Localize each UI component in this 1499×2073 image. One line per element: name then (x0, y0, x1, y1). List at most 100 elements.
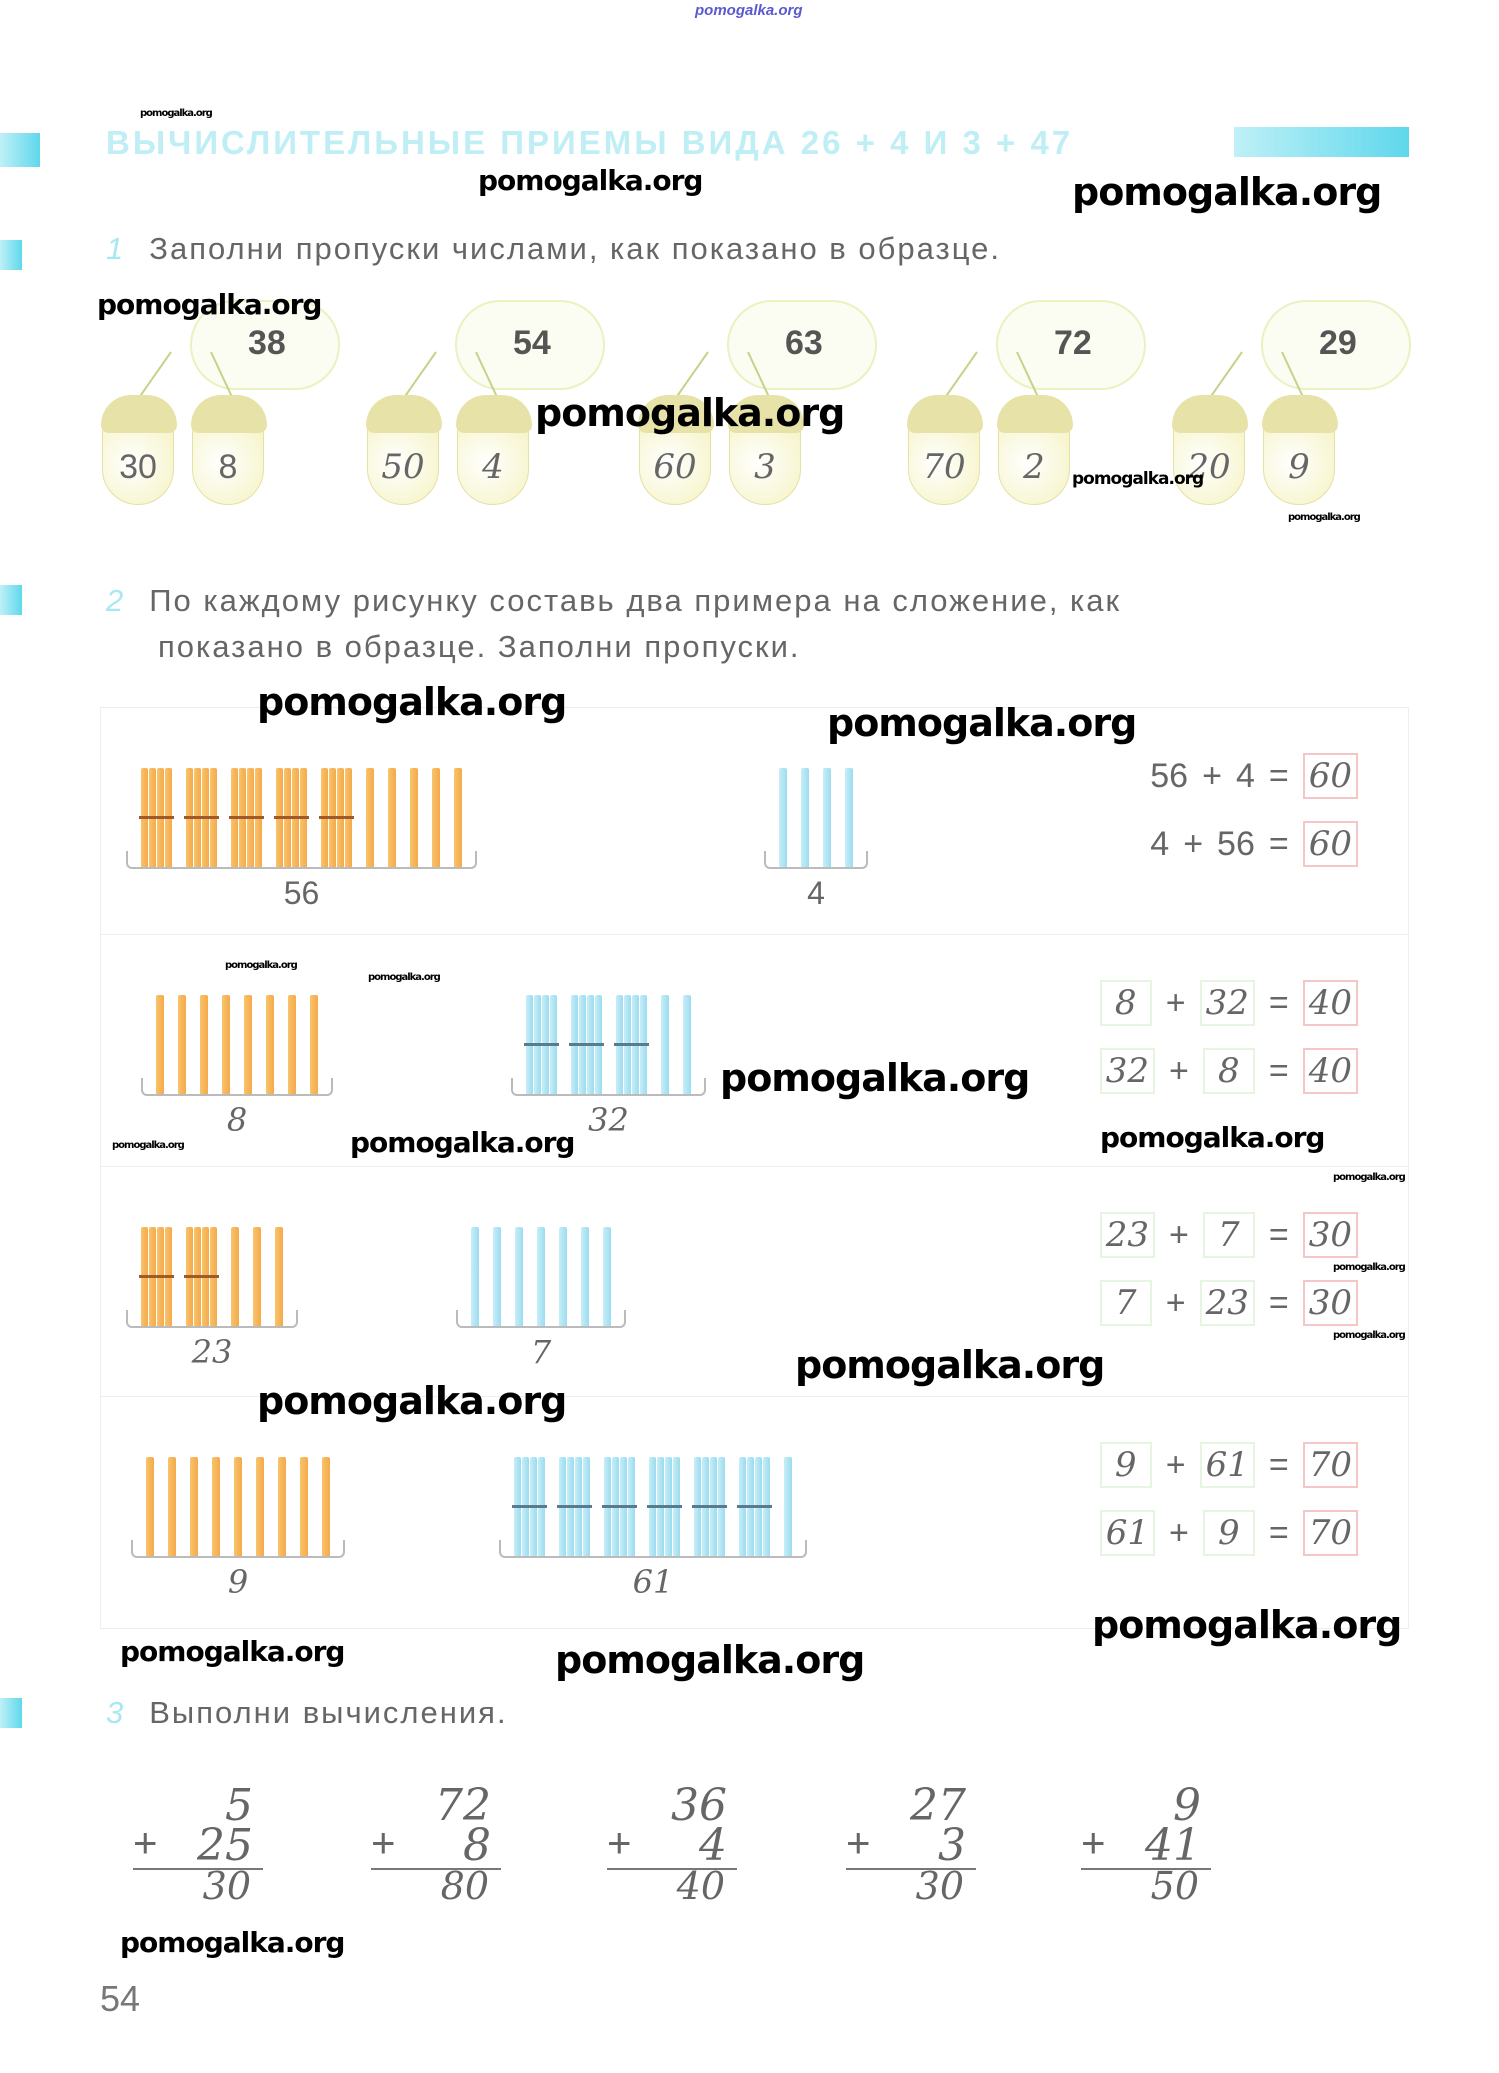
watermark: pomogalka.org (1333, 1262, 1406, 1273)
example-row: 23 7 23 +7 = 30 7 +23 = 30 (100, 1167, 1409, 1397)
berry-cap (1262, 395, 1338, 433)
accent-bar-left (0, 133, 40, 167)
ten-bundle (647, 1457, 682, 1557)
answer-box: 40 (1302, 1048, 1358, 1094)
stick (683, 995, 691, 1095)
cherry-pair: 54 50 4 (365, 300, 615, 505)
watermark: pomogalka.org (827, 701, 1137, 745)
berry-cap (456, 395, 532, 433)
ten-bundle (557, 1457, 592, 1557)
berry-cap (907, 395, 983, 433)
right-sticks (471, 1197, 611, 1327)
stick (779, 768, 787, 868)
stick (288, 995, 296, 1095)
watermark: pomogalka.org (225, 960, 298, 971)
stick (410, 768, 418, 868)
watermark: pomogalka.org (555, 1638, 865, 1682)
page-title: ВЫЧИСЛИТЕЛЬНЫЕ ПРИЕМЫ ВИДА 26 + 4 И 3 + … (106, 124, 1074, 161)
cherry-sum: 29 (1319, 324, 1357, 362)
answer-box: 8 (1202, 1048, 1255, 1094)
cherry-berry: 50 (366, 395, 442, 505)
sum-line (133, 1868, 263, 1870)
stick (537, 1227, 545, 1327)
berry-cap (638, 395, 714, 433)
addend-2: 3 (938, 1820, 966, 1871)
answer-box: 7 (1202, 1212, 1255, 1258)
answer-box: 32 (1199, 980, 1255, 1026)
stick (322, 1457, 330, 1557)
berry-value: 3 (754, 447, 776, 487)
exercise-number: 2 (106, 583, 126, 618)
berry-value: 8 (218, 448, 238, 486)
right-sticks (779, 738, 853, 868)
addend-2: 8 (463, 1820, 491, 1871)
stick (432, 768, 440, 868)
brace (126, 1310, 298, 1328)
watermark: pomogalka.org (795, 1343, 1105, 1387)
stick (275, 1227, 283, 1327)
stick (515, 1227, 523, 1327)
brace (764, 851, 868, 869)
stick (454, 768, 462, 868)
exercise-number: 1 (106, 231, 126, 266)
plus-sign: + (1081, 1819, 1106, 1866)
accent-bar (0, 585, 22, 615)
watermark: pomogalka.org (140, 108, 213, 119)
watermark: pomogalka.org (1288, 512, 1361, 523)
equation-term: + (1165, 1445, 1186, 1484)
sticks-count: 61 (632, 1563, 674, 1601)
answer-box: 70 (1302, 1510, 1358, 1556)
column-addition: +9 41 50 (1081, 1781, 1211, 1910)
equation: 56 +4 = 60 (1150, 753, 1358, 799)
plus-sign: + (371, 1819, 396, 1866)
berry-cap (1172, 395, 1248, 433)
equation-term: = (1268, 1513, 1289, 1552)
stick (310, 995, 318, 1095)
example-row: 9 61 9 +61 = 70 61 +9 = 70 (100, 1397, 1409, 1629)
equation: 32 +8 = 40 (1099, 1048, 1358, 1094)
addend-1: 5 (225, 1780, 253, 1831)
answer-box: 40 (1302, 980, 1358, 1026)
addend-1: 27 (910, 1780, 966, 1831)
equation-term: + (1165, 983, 1186, 1022)
watermark: pomogalka.org (1072, 170, 1382, 214)
equation-term: = (1268, 756, 1289, 795)
sum-answer: 80 (440, 1864, 489, 1908)
cherry-sum: 72 (1054, 324, 1092, 362)
cherry-pair: 72 70 2 (906, 300, 1156, 505)
equation-term: 56 (1217, 824, 1255, 863)
addend-1: 36 (671, 1780, 727, 1831)
stick (661, 995, 669, 1095)
answer-box: 9 (1099, 1442, 1152, 1488)
ten-bundle (274, 768, 309, 868)
ten-bundle (512, 1457, 547, 1557)
cherry-pair: 38 30 8 (100, 300, 350, 505)
answer-box: 61 (1099, 1510, 1156, 1556)
answer-box: 7 (1099, 1280, 1152, 1326)
addend-1: 72 (435, 1780, 491, 1831)
equation-term: + (1202, 756, 1222, 795)
berry-value: 30 (119, 448, 157, 486)
addend-2: 4 (699, 1820, 727, 1871)
berry-cap (191, 395, 267, 433)
watermark: pomogalka.org (257, 1379, 567, 1423)
instruction-line-1: По каждому рисунку составь два примера н… (149, 583, 1122, 618)
equation-term: + (1165, 1283, 1186, 1322)
brace (499, 1540, 807, 1558)
stick (366, 768, 374, 868)
equation: 61 +9 = 70 (1099, 1510, 1358, 1556)
brace (141, 1078, 333, 1096)
equation: 9 +61 = 70 (1099, 1442, 1358, 1488)
stick (256, 1457, 264, 1557)
ten-bundle (184, 1227, 219, 1327)
sticks-count: 23 (191, 1333, 233, 1371)
example-row: 8 32 8 +32 = 40 32 +8 = 40 (100, 935, 1409, 1167)
answer-box: 70 (1302, 1442, 1358, 1488)
equation-term: = (1268, 824, 1289, 863)
equation-term: + (1169, 1051, 1189, 1090)
cherry-sum: 38 (248, 324, 286, 362)
leaf-cloud (455, 300, 605, 390)
watermark: pomogalka.org (112, 1140, 185, 1151)
berry-value: 50 (381, 447, 425, 487)
answer-box: 60 (1302, 821, 1358, 867)
